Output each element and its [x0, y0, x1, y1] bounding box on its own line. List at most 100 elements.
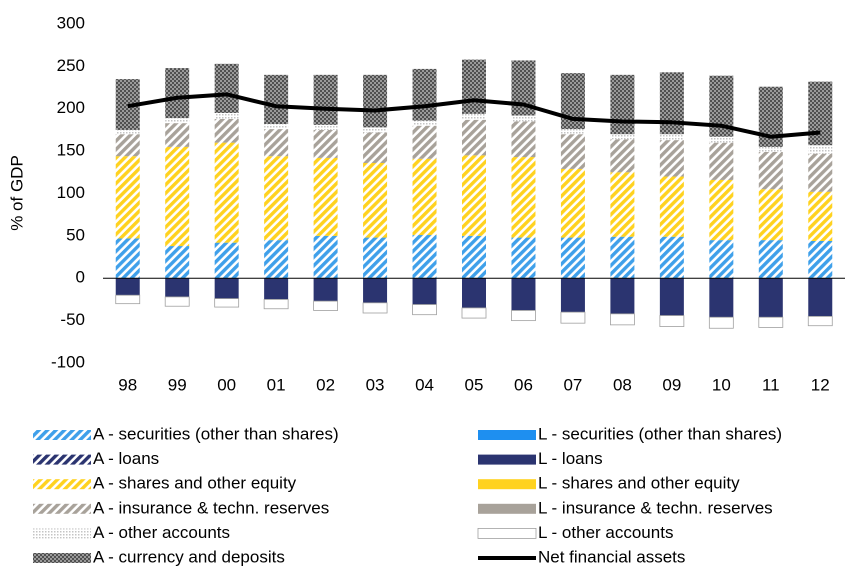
legend-swatch [33, 479, 91, 490]
bar [560, 134, 585, 169]
bar [264, 74, 289, 125]
bar [659, 315, 685, 327]
x-tick-label: 09 [662, 375, 681, 394]
bar [560, 311, 586, 324]
bar [164, 296, 190, 307]
bar [412, 120, 437, 126]
x-tick-label: 98 [118, 375, 137, 394]
x-tick-label: 07 [563, 375, 582, 394]
bar [214, 142, 239, 243]
bar [610, 172, 635, 237]
bar [214, 118, 239, 143]
bar [758, 151, 783, 190]
legend-swatch [33, 553, 91, 563]
bar [264, 156, 289, 241]
bar [115, 129, 140, 135]
y-tick-label: 0 [76, 268, 85, 287]
bar [363, 162, 388, 238]
legend-label: L - insurance & techn. reserves [538, 498, 773, 517]
bar [560, 237, 585, 279]
bar [709, 278, 734, 318]
bar [313, 124, 338, 130]
legend-label: A - loans [93, 449, 159, 468]
bar [758, 146, 783, 152]
legend-swatch [478, 454, 536, 465]
bar [263, 299, 289, 310]
legend-label: L - other accounts [538, 523, 673, 542]
legend-label: L - securities (other than shares) [538, 424, 782, 443]
y-tick-label: 100 [57, 183, 85, 202]
bar [659, 176, 684, 237]
legend-swatch [33, 528, 91, 539]
bar [659, 72, 684, 135]
bar [214, 112, 239, 119]
bar [610, 139, 635, 173]
legend-label: A - other accounts [93, 523, 230, 542]
y-tick-label: 250 [57, 56, 85, 75]
bar [313, 74, 338, 125]
bar [709, 179, 734, 241]
bar [511, 115, 536, 122]
bar [659, 140, 684, 177]
x-tick-label: 99 [168, 375, 187, 394]
legend-swatch [477, 528, 537, 539]
bar [709, 136, 734, 143]
bar [807, 315, 833, 327]
bar [462, 155, 486, 236]
bar [808, 191, 833, 241]
bar [363, 278, 388, 303]
x-tick-label: 12 [811, 375, 830, 394]
bar [115, 134, 140, 157]
bar [214, 298, 240, 308]
bar [115, 156, 140, 239]
bar [115, 294, 141, 305]
bar [313, 157, 338, 236]
x-tick-label: 06 [514, 375, 533, 394]
bar [709, 240, 734, 279]
legend-label: L - loans [538, 449, 603, 468]
legend-swatch [478, 503, 536, 514]
y-tick-label: 50 [66, 225, 85, 244]
y-tick-label: -100 [51, 352, 85, 371]
bar [165, 278, 190, 297]
bar [264, 124, 289, 130]
bar [165, 123, 190, 147]
legend-swatch [33, 430, 91, 440]
bar [808, 153, 833, 192]
bar [412, 158, 437, 236]
bar [659, 236, 684, 279]
bar [560, 278, 585, 313]
bar [165, 246, 190, 279]
x-tick-label: 05 [465, 375, 484, 394]
bar [462, 278, 486, 308]
legend-swatch [478, 430, 536, 440]
bar [165, 146, 190, 247]
bar [511, 310, 536, 322]
y-tick-label: 200 [57, 98, 85, 117]
bar [363, 237, 388, 279]
bar [511, 237, 536, 279]
legend-label: Net financial assets [538, 547, 685, 566]
bar [659, 278, 684, 316]
bar [214, 63, 239, 113]
bar [461, 307, 487, 319]
bar [264, 278, 289, 300]
bar [610, 134, 635, 140]
bar [610, 313, 635, 326]
bar [708, 316, 734, 329]
bar [659, 134, 684, 141]
y-axis-label: % of GDP [7, 155, 26, 231]
legend-label: A - currency and deposits [93, 547, 285, 566]
bar [412, 125, 437, 159]
bar [758, 189, 783, 241]
bar [264, 240, 289, 279]
bar [808, 240, 833, 279]
bar [363, 74, 388, 128]
x-tick-label: 01 [267, 375, 286, 394]
bar [808, 145, 833, 154]
bar [610, 236, 635, 279]
bar [412, 68, 437, 121]
y-tick-label: 300 [57, 13, 85, 32]
bar [412, 235, 437, 279]
